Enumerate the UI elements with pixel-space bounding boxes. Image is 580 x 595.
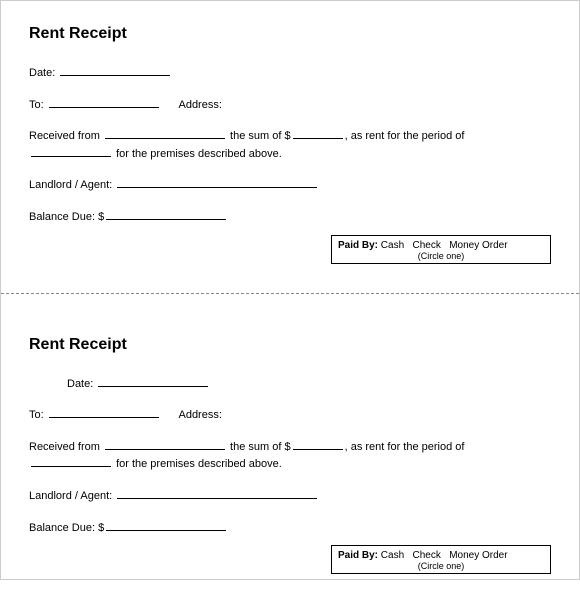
- received-from-label: Received from: [29, 441, 100, 453]
- date-line: Date:: [29, 376, 551, 394]
- received-from-blank[interactable]: [105, 138, 225, 139]
- paid-by-label: Paid By:: [338, 550, 378, 561]
- pay-cash[interactable]: Cash: [381, 550, 404, 561]
- balance-label: Balance Due: $: [29, 522, 104, 534]
- sum-blank[interactable]: [293, 138, 343, 139]
- to-address-line: To: Address:: [29, 407, 551, 425]
- pay-cash[interactable]: Cash: [381, 240, 404, 251]
- date-line: Date:: [29, 65, 551, 83]
- landlord-blank[interactable]: [117, 187, 317, 188]
- address-label: Address:: [178, 409, 221, 421]
- sum-blank[interactable]: [293, 449, 343, 450]
- landlord-line: Landlord / Agent:: [29, 177, 551, 195]
- received-line: Received from the sum of $ , as rent for …: [29, 439, 551, 474]
- receipt-title: Rent Receipt: [29, 25, 551, 43]
- paid-by-box: Paid By: Cash Check Money Order (Circle …: [331, 545, 551, 574]
- landlord-label: Landlord / Agent:: [29, 179, 112, 191]
- address-label: Address:: [178, 99, 221, 111]
- balance-blank[interactable]: [106, 219, 226, 220]
- premises-label: for the premises described above.: [116, 458, 282, 470]
- paid-by-block: Paid By: Cash Check Money Order (Circle …: [29, 545, 551, 585]
- date-blank[interactable]: [60, 75, 170, 76]
- landlord-blank[interactable]: [117, 498, 317, 499]
- period-blank[interactable]: [31, 466, 111, 467]
- premises-label: for the premises described above.: [116, 148, 282, 160]
- paid-by-box: Paid By: Cash Check Money Order (Circle …: [331, 235, 551, 264]
- paid-by-block: Paid By: Cash Check Money Order (Circle …: [29, 235, 551, 275]
- balance-line: Balance Due: $: [29, 209, 551, 227]
- date-blank[interactable]: [98, 386, 208, 387]
- received-from-label: Received from: [29, 130, 100, 142]
- receipt-title: Rent Receipt: [29, 336, 551, 354]
- pay-check[interactable]: Check: [413, 550, 441, 561]
- landlord-line: Landlord / Agent:: [29, 488, 551, 506]
- rent-period-label: , as rent for the period of: [345, 130, 465, 142]
- to-label: To:: [29, 409, 44, 421]
- circle-one-label: (Circle one): [338, 561, 544, 571]
- period-blank[interactable]: [31, 156, 111, 157]
- landlord-label: Landlord / Agent:: [29, 490, 112, 502]
- balance-label: Balance Due: $: [29, 211, 104, 223]
- receipt-divider: [1, 293, 579, 294]
- rent-receipt-bottom: Rent Receipt Date: To: Address: Received…: [1, 302, 579, 595]
- circle-one-label: (Circle one): [338, 251, 544, 261]
- sum-of-label: the sum of $: [230, 441, 291, 453]
- received-from-blank[interactable]: [105, 449, 225, 450]
- balance-blank[interactable]: [106, 530, 226, 531]
- to-label: To:: [29, 99, 44, 111]
- rent-period-label: , as rent for the period of: [345, 441, 465, 453]
- sum-of-label: the sum of $: [230, 130, 291, 142]
- to-blank[interactable]: [49, 417, 159, 418]
- paid-by-label: Paid By:: [338, 240, 378, 251]
- pay-check[interactable]: Check: [413, 240, 441, 251]
- to-blank[interactable]: [49, 107, 159, 108]
- received-line: Received from the sum of $ , as rent for …: [29, 128, 551, 163]
- to-address-line: To: Address:: [29, 97, 551, 115]
- rent-receipt-top: Rent Receipt Date: To: Address: Received…: [1, 1, 579, 285]
- pay-money-order[interactable]: Money Order: [449, 240, 507, 251]
- date-label: Date:: [29, 67, 55, 79]
- date-label: Date:: [67, 378, 93, 390]
- pay-money-order[interactable]: Money Order: [449, 550, 507, 561]
- balance-line: Balance Due: $: [29, 520, 551, 538]
